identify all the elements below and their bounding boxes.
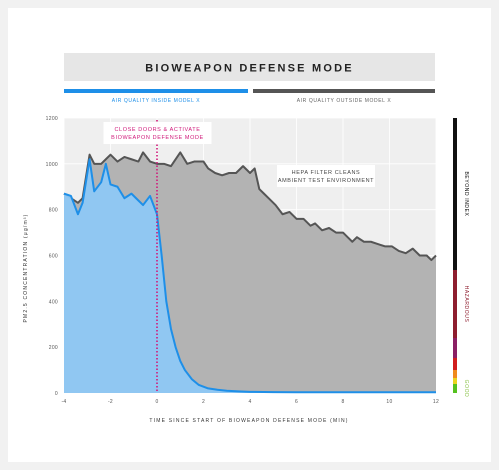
y-tick-label: 400 bbox=[49, 299, 58, 305]
scale-label: HAZARDOUS bbox=[463, 286, 469, 323]
scale-band bbox=[453, 270, 457, 338]
y-tick-label: 200 bbox=[49, 345, 58, 351]
x-tick-label: 4 bbox=[248, 399, 251, 405]
series-inside-line bbox=[63, 158, 436, 394]
legend: AIR QUALITY INSIDE MODEL X AIR QUALITY OU… bbox=[64, 89, 435, 104]
annotation-hepa: HEPA FILTER CLEANS AMBIENT TEST ENVIRONME… bbox=[277, 165, 375, 187]
annotation-hepa-line: AMBIENT TEST ENVIRONMENT bbox=[278, 178, 374, 184]
x-tick-label: 2 bbox=[202, 399, 205, 405]
y-tick-label: 0 bbox=[55, 391, 58, 397]
scale-band bbox=[453, 370, 457, 378]
x-tick-label: 0 bbox=[155, 399, 158, 405]
air-quality-scale: BEYOND INDEX HAZARDOUS GOOD bbox=[453, 118, 469, 397]
y-tick-label: 1000 bbox=[46, 162, 58, 168]
y-axis-label: PM2.5 CONCENTRATION (μg/m³) bbox=[23, 213, 29, 322]
scale-band bbox=[453, 384, 457, 393]
scale-band bbox=[453, 358, 457, 370]
scale-band bbox=[453, 378, 457, 384]
scale-band bbox=[453, 118, 457, 270]
chart-card: BIOWEAPON DEFENSE MODE AIR QUALITY INSID… bbox=[8, 8, 491, 462]
annotation-activate-box bbox=[103, 122, 212, 144]
annotation-activate-line: BIOWEAPON DEFENSE MODE bbox=[111, 135, 204, 141]
legend-outside-label: AIR QUALITY OUTSIDE MODEL X bbox=[297, 98, 392, 104]
chart-title: BIOWEAPON DEFENSE MODE bbox=[145, 63, 354, 75]
series-outside-line bbox=[63, 151, 437, 262]
x-axis-label: TIME SINCE START OF BIOWEAPON DEFENSE MO… bbox=[149, 418, 348, 424]
plot-area: -4 -2 0 2 4 6 8 10 12 0 200 400 600 800 1000 1200 CLOSE … bbox=[46, 116, 439, 405]
legend-inside-swatch bbox=[64, 89, 248, 93]
x-tick-label: 12 bbox=[433, 399, 439, 405]
x-tick-label: 6 bbox=[295, 399, 298, 405]
legend-outside-swatch bbox=[253, 89, 435, 93]
y-tick-label: 600 bbox=[49, 254, 58, 260]
title-bar bbox=[64, 53, 435, 81]
annotation-hepa-box bbox=[277, 165, 375, 187]
x-tick-label: -2 bbox=[108, 399, 113, 405]
x-tick-label: -4 bbox=[61, 399, 66, 405]
x-tick-label: 10 bbox=[386, 399, 392, 405]
legend-inside-label: AIR QUALITY INSIDE MODEL X bbox=[112, 98, 200, 104]
scale-label: BEYOND INDEX bbox=[463, 172, 469, 217]
annotation-activate: CLOSE DOORS & ACTIVATE BIOWEAPON DEFENSE … bbox=[103, 122, 212, 144]
scale-band bbox=[453, 338, 457, 358]
annotation-activate-line: CLOSE DOORS & ACTIVATE bbox=[114, 127, 200, 133]
x-tick-label: 8 bbox=[341, 399, 344, 405]
chart-svg: BIOWEAPON DEFENSE MODE AIR QUALITY INSID… bbox=[23, 53, 469, 424]
y-tick-label: 800 bbox=[49, 208, 58, 214]
y-tick-label: 1200 bbox=[46, 116, 58, 122]
scale-label: GOOD bbox=[463, 380, 469, 398]
annotation-hepa-line: HEPA FILTER CLEANS bbox=[292, 170, 361, 176]
